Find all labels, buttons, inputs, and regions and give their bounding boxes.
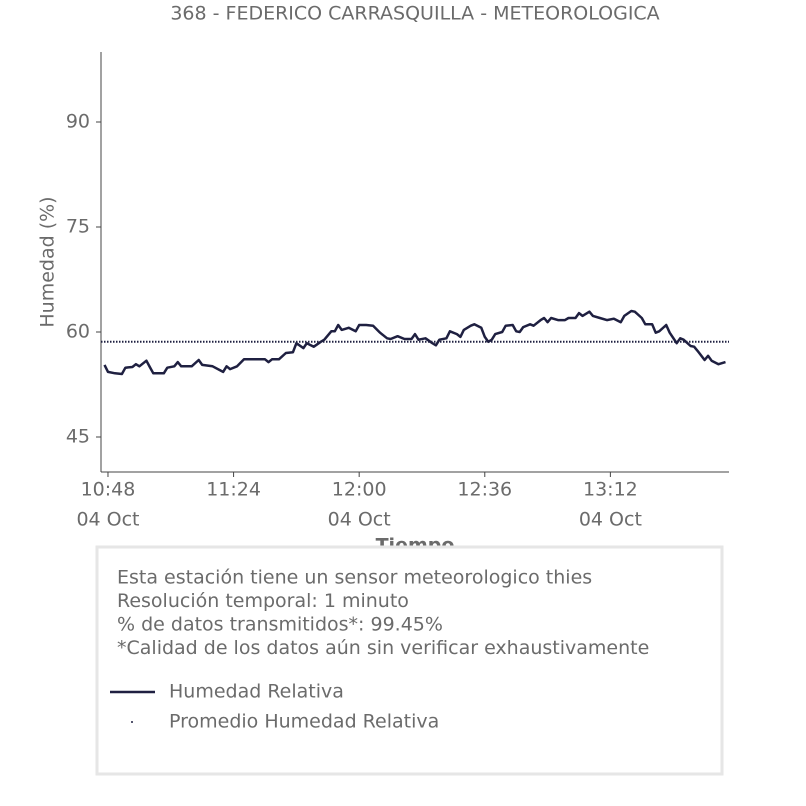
x-tick-date: 04 Oct: [328, 509, 391, 531]
info-box: [95, 545, 724, 776]
info-text: % de datos transmitidos*: 99.45%: [117, 614, 443, 636]
x-tick-date: 04 Oct: [76, 509, 139, 531]
legend-label: Promedio Humedad Relativa: [169, 711, 439, 733]
y-tick-label: 45: [66, 426, 90, 448]
info-text: Resolución temporal: 1 minuto: [117, 590, 409, 612]
legend-label: Humedad Relativa: [169, 681, 344, 703]
x-tick-label: 12:00: [332, 479, 387, 501]
x-tick-label: 12:36: [457, 479, 512, 501]
chart-title: 368 - FEDERICO CARRASQUILLA - METEOROLOG…: [170, 3, 659, 25]
y-tick-label: 75: [66, 216, 90, 238]
y-tick-label: 60: [66, 321, 90, 343]
x-tick-label: 11:24: [206, 479, 261, 501]
info-text: *Calidad de los datos aún sin verificar …: [117, 637, 649, 659]
data-line: [103, 309, 726, 376]
info-text: Esta estación tiene un sensor meteorolog…: [117, 567, 592, 589]
x-tick-label: 13:12: [583, 479, 638, 501]
x-tick-label: 10:48: [81, 479, 136, 501]
legend-dot: [131, 721, 133, 723]
y-axis-label: Humedad (%): [37, 196, 59, 327]
x-tick-date: 04 Oct: [579, 509, 642, 531]
y-tick-label: 90: [66, 111, 90, 133]
